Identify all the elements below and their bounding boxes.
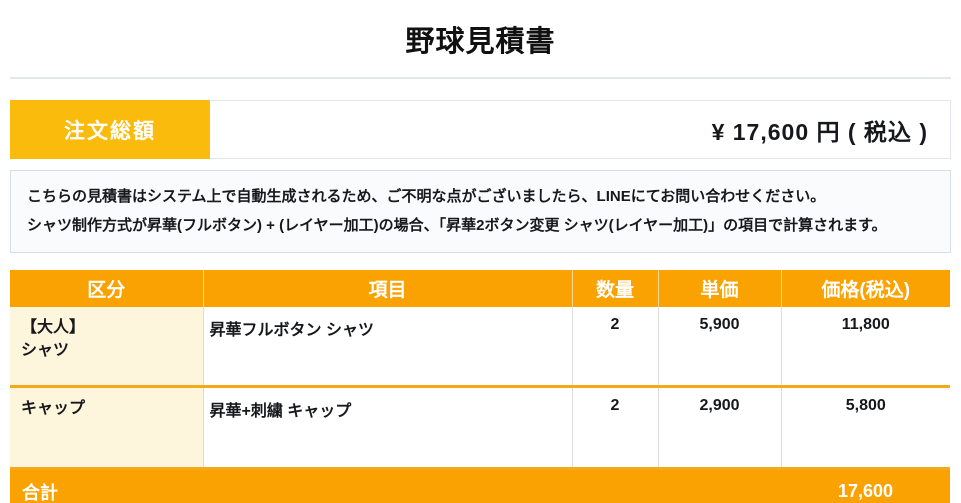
cell-item: 昇華+刺繍 キャップ xyxy=(203,386,573,470)
cell-category: キャップ xyxy=(10,386,204,470)
column-header-quantity: 数量 xyxy=(572,270,659,307)
cell-quantity: 2 xyxy=(572,386,659,470)
table-total-row: 合計 17,600 xyxy=(10,468,950,503)
cell-unit-price: 2,900 xyxy=(658,386,782,470)
total-value: 17,600 xyxy=(781,468,950,503)
cell-item: 昇華フルボタン シャツ xyxy=(203,307,573,388)
notice-line-1: こちらの見積書はシステム上で自動生成されるため、ご不明な点がございましたら、LI… xyxy=(27,188,826,205)
page-title: 野球見積書 xyxy=(405,26,556,58)
total-label: 合計 xyxy=(10,468,781,503)
column-header-category: 区分 xyxy=(10,270,204,307)
estimate-table: 区分 項目 数量 単価 価格(税込) 【大人】 シャツ 昇華フルボタン シャツ … xyxy=(10,270,950,503)
column-header-unit-price: 単価 xyxy=(658,270,782,307)
notice-box: こちらの見積書はシステム上で自動生成されるため、ご不明な点がございましたら、LI… xyxy=(10,170,951,253)
column-header-price-tax-included: 価格(税込) xyxy=(781,270,950,307)
cell-unit-price: 5,900 xyxy=(658,307,782,388)
cell-price: 11,800 xyxy=(781,307,950,388)
order-total-amount: ¥ 17,600 円 ( 税込 ) xyxy=(210,100,951,159)
column-header-item: 項目 xyxy=(203,270,573,307)
notice-line-2: シャツ制作方式が昇華(フルボタン) + (レイヤー加工)の場合、「昇華2ボタン変… xyxy=(27,216,887,234)
estimate-page: 野球見積書 注文総額 ¥ 17,600 円 ( 税込 ) こちらの見積書はシステ… xyxy=(0,18,961,503)
table-header-row: 区分 項目 数量 単価 価格(税込) xyxy=(10,270,950,307)
cell-price: 5,800 xyxy=(781,386,950,470)
table-row: 【大人】 シャツ 昇華フルボタン シャツ 2 5,900 11,800 xyxy=(10,307,950,388)
table-row: キャップ 昇華+刺繍 キャップ 2 2,900 5,800 xyxy=(10,386,950,470)
cell-category: 【大人】 シャツ xyxy=(10,307,204,388)
title-divider xyxy=(10,77,951,79)
cell-quantity: 2 xyxy=(572,307,659,388)
order-total-bar: 注文総額 ¥ 17,600 円 ( 税込 ) xyxy=(10,100,951,159)
order-total-label: 注文総額 xyxy=(10,100,210,159)
